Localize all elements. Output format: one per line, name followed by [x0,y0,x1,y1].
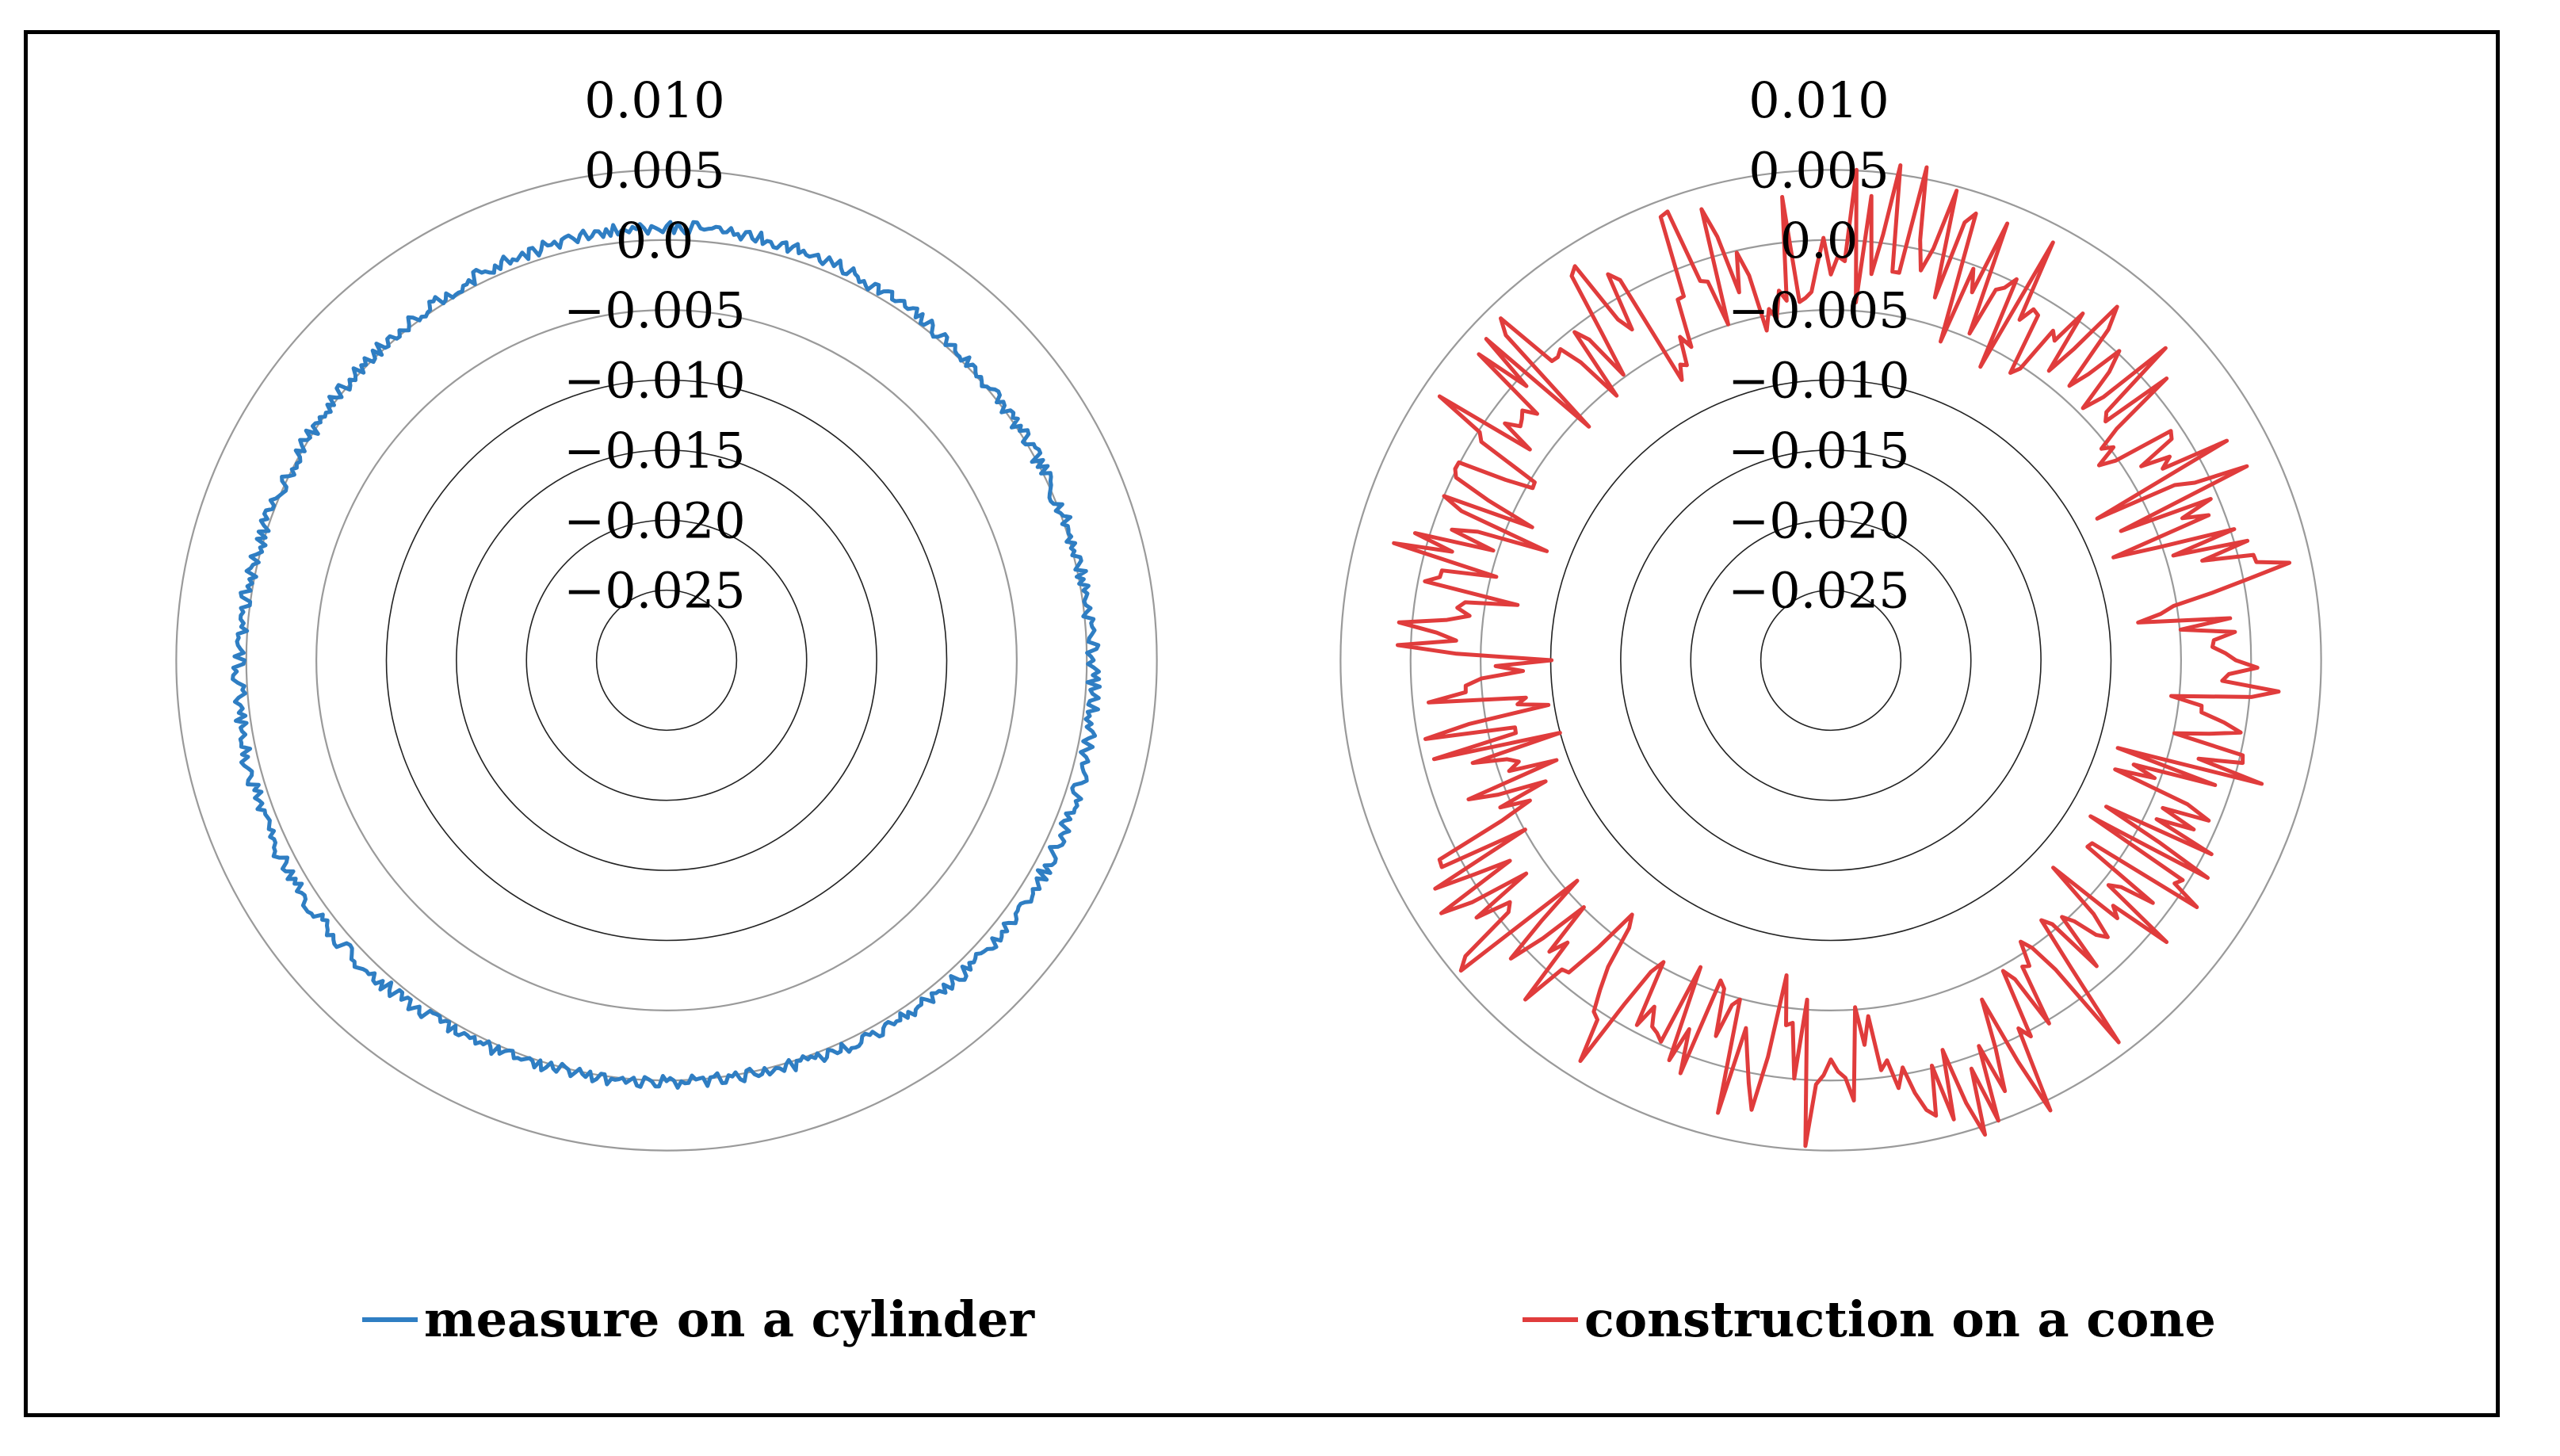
grid-ring [315,309,1018,1011]
radial-tick-label: −0.010 [564,352,745,410]
series-line-cylinder [231,220,1102,1090]
grid-ring [1480,309,2182,1011]
radial-tick-label: 0.0 [1780,212,1859,269]
grid-ring [1690,519,1972,801]
legend-label-cone: construction on a cone [1584,1290,2216,1348]
radial-tick-label: −0.015 [1728,422,1909,480]
legend-label-cylinder: measure on a cylinder [424,1290,1035,1348]
radial-tick-label: 0.005 [1748,141,1889,199]
grid-ring [1760,589,1902,732]
figure-frame: 0.010 0.005 0.0 −0.005 −0.010 −0.015 −0.020 −0.… [24,30,2500,1417]
legend-cylinder: measure on a cylinder [362,1290,1035,1348]
radial-tick-label: −0.015 [564,422,745,480]
grid-ring [1339,169,2322,1152]
grid-ring [525,519,808,801]
polar-chart-cone: 0.010 0.005 0.0 −0.005 −0.010 −0.015 −0.020 −0.… [1339,71,2322,1152]
grid-ring [175,169,1158,1152]
radial-tick-label: −0.025 [1728,562,1909,620]
radial-tick-label: −0.025 [564,562,745,620]
grid-ring [595,589,738,732]
polar-chart-cylinder: 0.010 0.005 0.0 −0.005 −0.010 −0.015 −0.020 −0.… [175,71,1158,1152]
grid-ring [1620,449,2042,871]
series-line-cone [1392,163,2292,1148]
radial-tick-label: −0.020 [564,491,745,549]
radial-tick-label: −0.020 [1728,491,1909,549]
radial-tick-label: 0.005 [584,141,725,199]
grid-ring [456,449,877,871]
radial-tick-label: −0.005 [564,281,745,339]
grid-ring [1409,239,2252,1082]
radial-tick-label: 0.010 [1748,71,1889,129]
legend-cone: construction on a cone [1523,1290,2216,1348]
radial-tick-label: −0.005 [1728,281,1909,339]
chart-canvas: 0.010 0.005 0.0 −0.005 −0.010 −0.015 −0.020 −0.… [175,71,2322,1348]
grid-ring [385,379,948,942]
radial-tick-label: 0.0 [616,212,694,269]
radial-tick-label: −0.010 [1728,352,1909,410]
radial-tick-label: 0.010 [584,71,725,129]
